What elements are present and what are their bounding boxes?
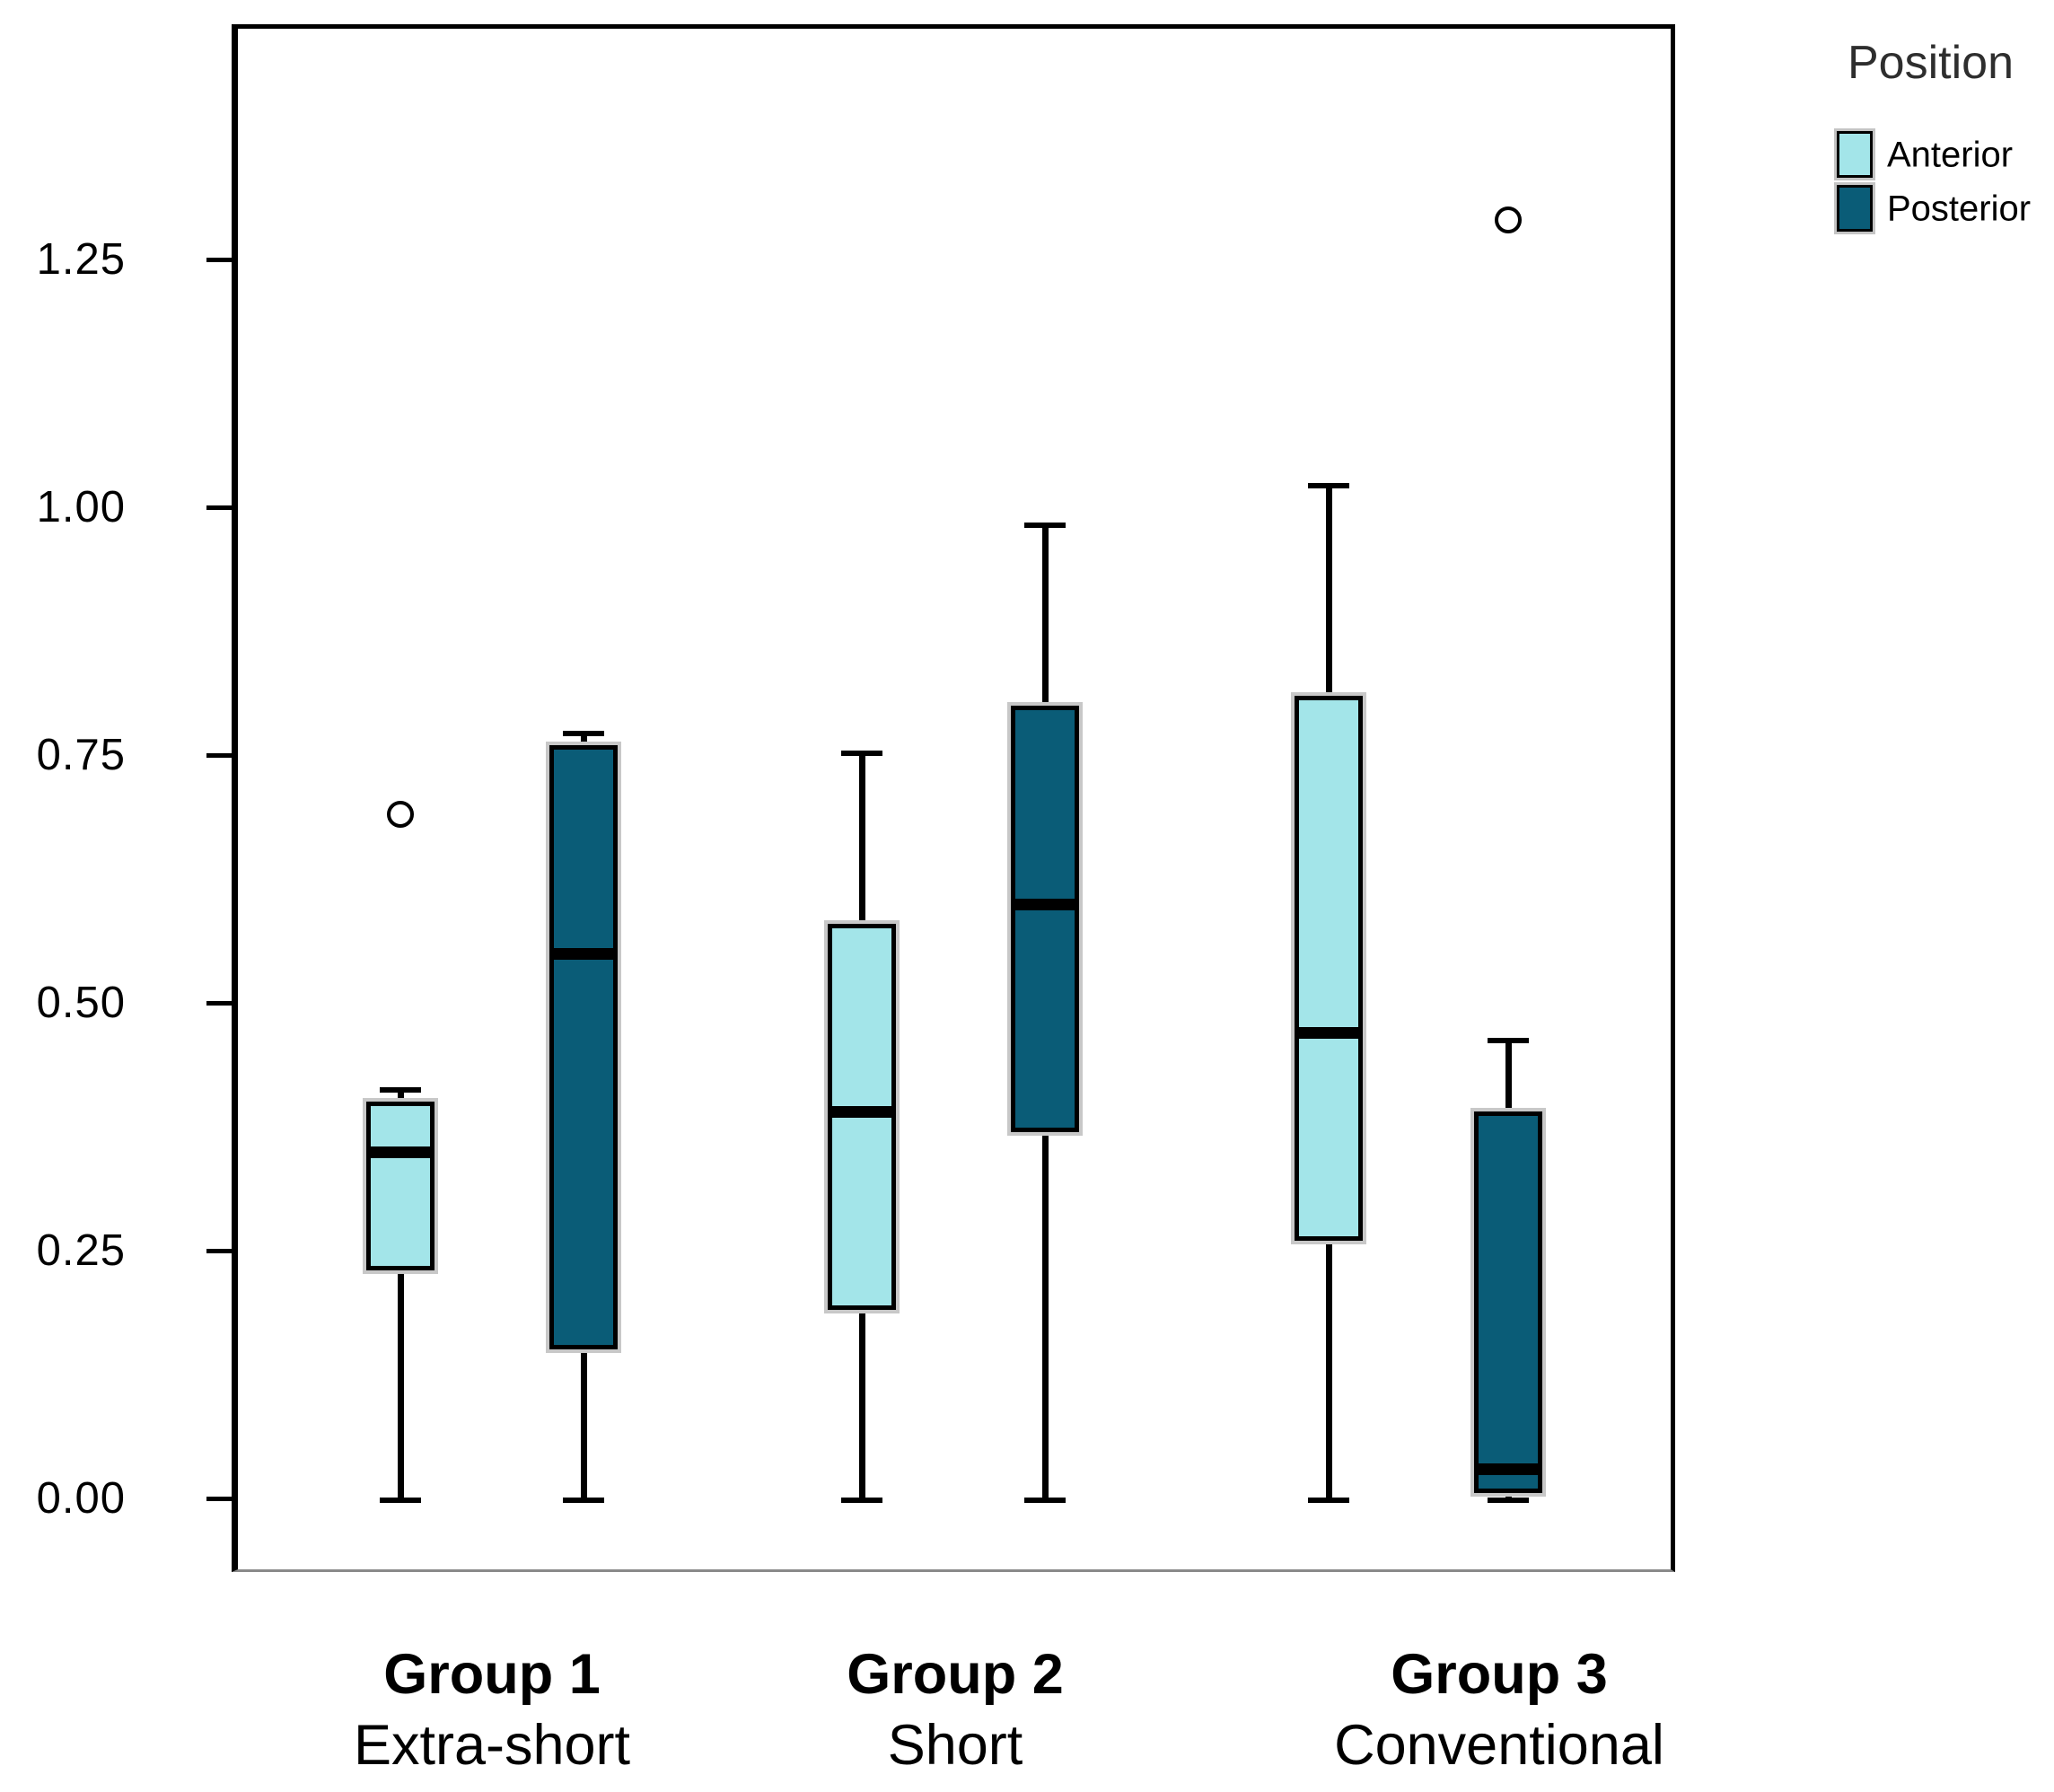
group-label-block: Group 2 Short [641,1639,1269,1781]
y-tick-label: 1.25 [36,235,126,284]
median-group-2-anterior [828,1106,896,1119]
legend-item-label: Posterior [1887,189,2032,229]
median-group-1-anterior [366,1146,434,1158]
y-tick-label: 0.50 [36,979,126,1027]
whisker-cap-top-group-3-anterior [1308,482,1349,488]
median-group-3-anterior [1295,1027,1363,1040]
group-label: Group 3 [1391,1643,1608,1706]
y-tick [206,1001,236,1006]
box-group-1-posterior [546,741,621,1354]
plot-area [232,24,1675,1572]
y-tick [206,258,236,262]
y-tick-label: 1.00 [36,483,126,531]
whisker-cap-bottom-group-1-anterior [380,1498,421,1503]
whisker-cap-top-group-2-posterior [1024,523,1066,529]
group-sublabel: Conventional [1334,1713,1664,1777]
whisker-cap-bottom-group-3-anterior [1308,1498,1349,1503]
outlier-group-3-posterior [1495,206,1522,233]
legend-title: Position [1848,37,2014,89]
y-tick-label: 0.25 [36,1226,126,1275]
box-group-3-anterior [1291,691,1366,1244]
whisker-group-1-anterior [398,1092,404,1498]
y-tick [206,505,236,510]
legend-item-label: Anterior [1887,135,2014,175]
y-tick-label: 0.75 [36,731,126,779]
group-label: Group 1 [383,1643,601,1706]
legend-item-posterior: Posterior [1831,182,2054,234]
y-tick [206,1249,236,1253]
whisker-cap-bottom-group-3-posterior [1488,1498,1529,1503]
whisker-cap-top-group-3-posterior [1488,1038,1529,1044]
median-group-2-posterior [1011,898,1079,910]
legend-swatch-anterior [1834,128,1875,180]
legend-swatch-posterior [1834,182,1875,234]
y-tick [206,753,236,758]
outlier-group-1-anterior [387,801,414,829]
group-sublabel: Extra-short [353,1713,631,1777]
whisker-cap-bottom-group-2-anterior [841,1498,882,1503]
y-tick [206,1497,236,1501]
legend-item-anterior: Anterior [1831,128,2054,180]
box-group-3-posterior [1470,1108,1546,1498]
whisker-cap-top-group-2-anterior [841,751,882,756]
median-group-3-posterior [1474,1463,1542,1475]
box-group-1-anterior [363,1098,438,1275]
whisker-cap-top-group-1-posterior [563,730,604,736]
group-label: Group 2 [847,1643,1064,1706]
box-group-2-posterior [1007,701,1083,1136]
group-sublabel: Short [887,1713,1023,1777]
whisker-cap-top-group-1-anterior [380,1087,421,1094]
whisker-cap-bottom-group-1-posterior [563,1498,604,1503]
group-label-block: Group 3 Conventional [1185,1639,1813,1781]
y-tick-label: 0.00 [36,1474,126,1523]
group-label-block: Group 1 Extra-short [178,1639,806,1781]
median-group-1-posterior [549,947,618,960]
whisker-cap-bottom-group-2-posterior [1024,1498,1066,1503]
